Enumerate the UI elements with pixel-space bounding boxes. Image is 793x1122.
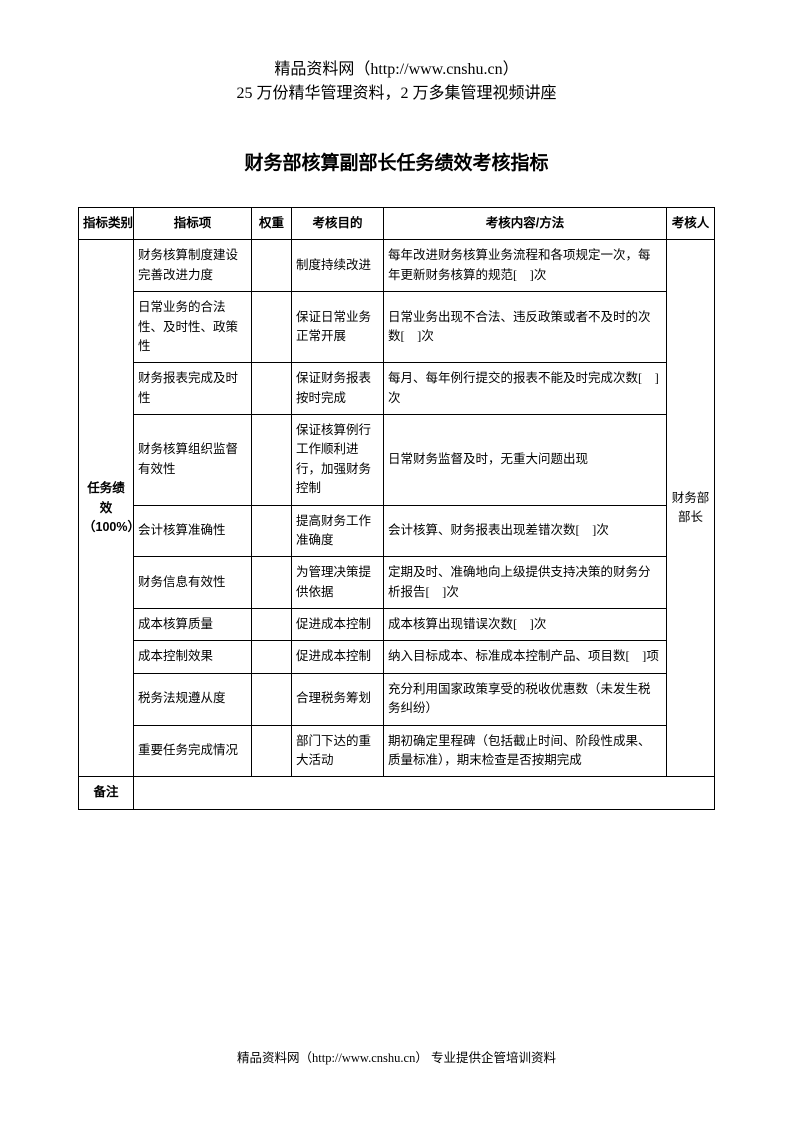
category-cell: 任务绩效（100%）: [79, 240, 134, 777]
purpose-cell: 保证财务报表按时完成: [292, 363, 384, 415]
col-weight: 权重: [252, 208, 292, 240]
col-assessor: 考核人: [667, 208, 715, 240]
page-header: 精品资料网（http://www.cnshu.cn） 25 万份精华管理资料，2…: [78, 58, 715, 106]
weight-cell: [252, 557, 292, 609]
weight-cell: [252, 505, 292, 557]
col-category: 指标类别: [79, 208, 134, 240]
weight-cell: [252, 240, 292, 292]
weight-cell: [252, 641, 292, 673]
content-cell: 定期及时、准确地向上级提供支持决策的财务分析报告[ ]次: [384, 557, 667, 609]
table-row: 任务绩效（100%）财务核算制度建设完善改进力度制度持续改进每年改进财务核算业务…: [79, 240, 715, 292]
item-cell: 成本控制效果: [134, 641, 252, 673]
weight-cell: [252, 415, 292, 506]
purpose-cell: 提高财务工作准确度: [292, 505, 384, 557]
purpose-cell: 合理税务筹划: [292, 673, 384, 725]
table-row: 财务信息有效性为管理决策提供依据定期及时、准确地向上级提供支持决策的财务分析报告…: [79, 557, 715, 609]
table-row: 财务核算组织监督有效性保证核算例行工作顺利进行，加强财务控制日常财务监督及时，无…: [79, 415, 715, 506]
table-row: 会计核算准确性提高财务工作准确度会计核算、财务报表出现差错次数[ ]次: [79, 505, 715, 557]
content-cell: 充分利用国家政策享受的税收优惠数（未发生税务纠纷）: [384, 673, 667, 725]
content-cell: 日常财务监督及时，无重大问题出现: [384, 415, 667, 506]
remark-label: 备注: [79, 777, 134, 809]
header-line1: 精品资料网（http://www.cnshu.cn）: [78, 58, 715, 82]
assessor-cell: 财务部部长: [667, 240, 715, 777]
item-cell: 重要任务完成情况: [134, 725, 252, 777]
content-cell: 成本核算出现错误次数[ ]次: [384, 609, 667, 641]
item-cell: 财务信息有效性: [134, 557, 252, 609]
header-line2: 25 万份精华管理资料，2 万多集管理视频讲座: [78, 82, 715, 106]
content-cell: 每年改进财务核算业务流程和各项规定一次，每年更新财务核算的规范[ ]次: [384, 240, 667, 292]
table-row: 日常业务的合法性、及时性、政策性保证日常业务正常开展日常业务出现不合法、违反政策…: [79, 292, 715, 363]
content-cell: 日常业务出现不合法、违反政策或者不及时的次数[ ]次: [384, 292, 667, 363]
weight-cell: [252, 725, 292, 777]
item-cell: 财务核算制度建设完善改进力度: [134, 240, 252, 292]
table-row: 税务法规遵从度合理税务筹划充分利用国家政策享受的税收优惠数（未发生税务纠纷）: [79, 673, 715, 725]
page-container: 精品资料网（http://www.cnshu.cn） 25 万份精华管理资料，2…: [0, 0, 793, 810]
col-content: 考核内容/方法: [384, 208, 667, 240]
purpose-cell: 保证日常业务正常开展: [292, 292, 384, 363]
item-cell: 税务法规遵从度: [134, 673, 252, 725]
remark-row: 备注: [79, 777, 715, 809]
col-item: 指标项: [134, 208, 252, 240]
table-row: 成本控制效果 促进成本控制纳入目标成本、标准成本控制产品、项目数[ ]项: [79, 641, 715, 673]
purpose-cell: 部门下达的重大活动: [292, 725, 384, 777]
weight-cell: [252, 609, 292, 641]
purpose-cell: 促进成本控制: [292, 609, 384, 641]
purpose-cell: 制度持续改进: [292, 240, 384, 292]
purpose-cell: 为管理决策提供依据: [292, 557, 384, 609]
remark-content: [134, 777, 715, 809]
table-header-row: 指标类别 指标项 权重 考核目的 考核内容/方法 考核人: [79, 208, 715, 240]
page-title: 财务部核算副部长任务绩效考核指标: [78, 148, 715, 175]
item-cell: 成本核算质量: [134, 609, 252, 641]
purpose-cell: 保证核算例行工作顺利进行，加强财务控制: [292, 415, 384, 506]
table-row: 财务报表完成及时性保证财务报表按时完成每月、每年例行提交的报表不能及时完成次数[…: [79, 363, 715, 415]
content-cell: 每月、每年例行提交的报表不能及时完成次数[ ]次: [384, 363, 667, 415]
content-cell: 期初确定里程碑（包括截止时间、阶段性成果、质量标准），期末检查是否按期完成: [384, 725, 667, 777]
item-cell: 财务报表完成及时性: [134, 363, 252, 415]
content-cell: 会计核算、财务报表出现差错次数[ ]次: [384, 505, 667, 557]
table-row: 重要任务完成情况部门下达的重大活动期初确定里程碑（包括截止时间、阶段性成果、质量…: [79, 725, 715, 777]
table-row: 成本核算质量 促进成本控制成本核算出现错误次数[ ]次: [79, 609, 715, 641]
purpose-cell: 促进成本控制: [292, 641, 384, 673]
col-purpose: 考核目的: [292, 208, 384, 240]
page-footer: 精品资料网（http://www.cnshu.cn） 专业提供企管培训资料: [0, 1047, 793, 1066]
weight-cell: [252, 673, 292, 725]
assessment-table: 指标类别 指标项 权重 考核目的 考核内容/方法 考核人 任务绩效（100%）财…: [78, 207, 715, 810]
item-cell: 日常业务的合法性、及时性、政策性: [134, 292, 252, 363]
content-cell: 纳入目标成本、标准成本控制产品、项目数[ ]项: [384, 641, 667, 673]
weight-cell: [252, 363, 292, 415]
item-cell: 会计核算准确性: [134, 505, 252, 557]
weight-cell: [252, 292, 292, 363]
item-cell: 财务核算组织监督有效性: [134, 415, 252, 506]
